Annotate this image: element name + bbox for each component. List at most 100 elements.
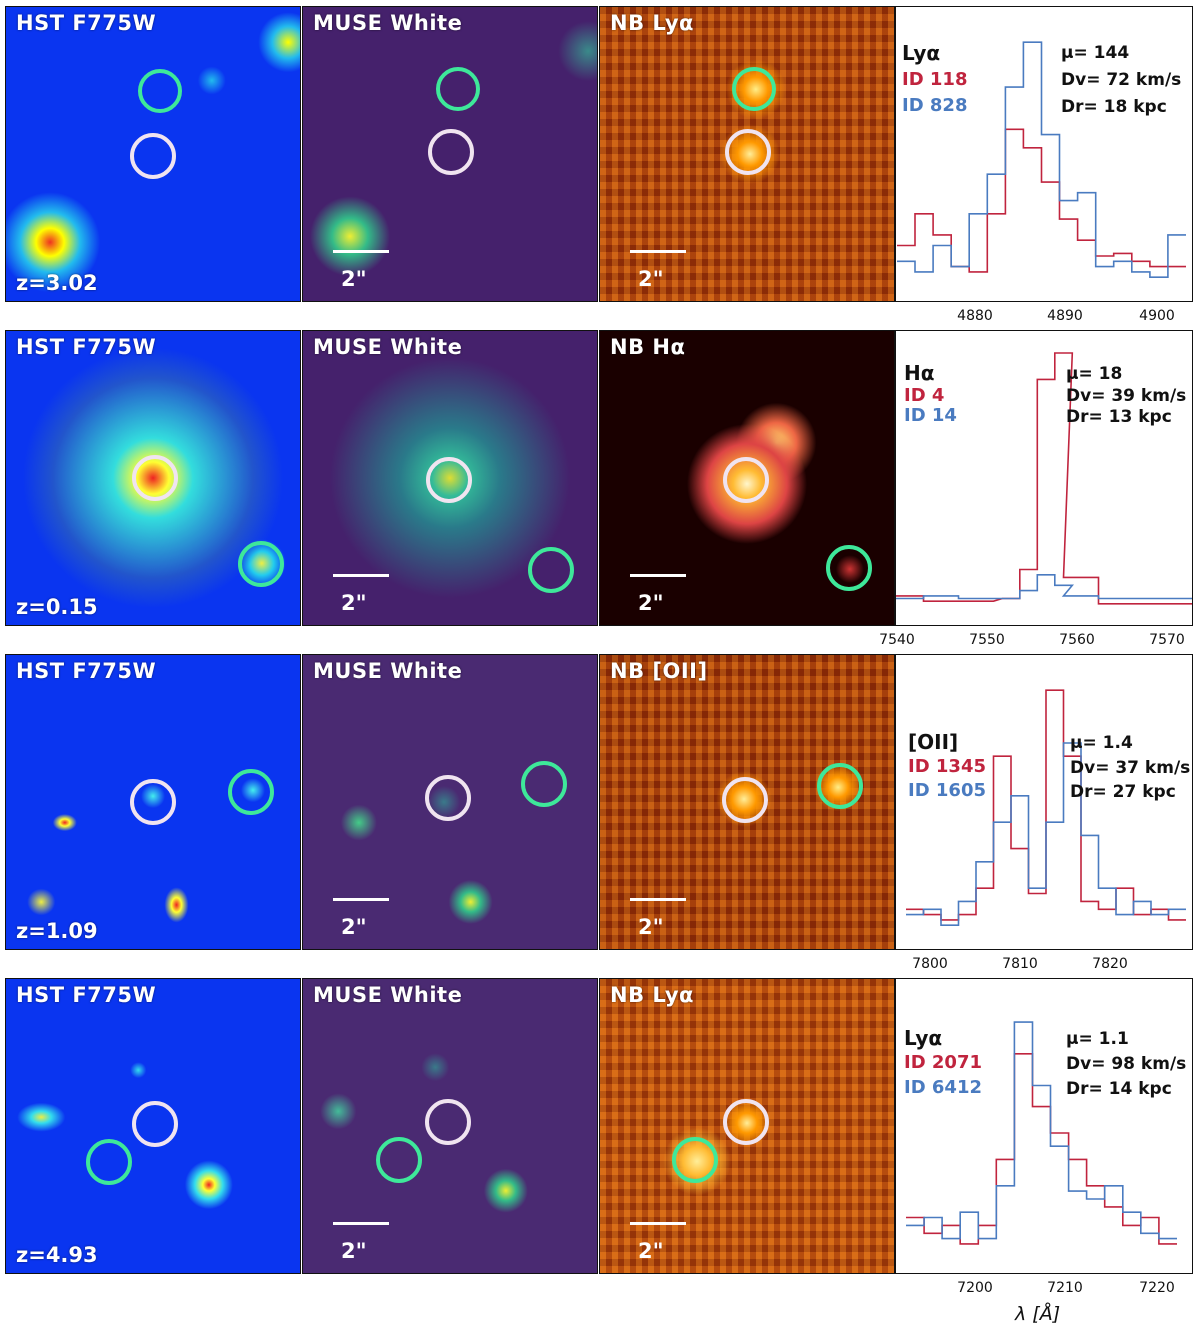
white-aperture-circle xyxy=(723,1099,769,1145)
emission-line-label: Hα xyxy=(904,361,935,385)
spectrum-series-a xyxy=(906,1053,1177,1245)
muse-label: MUSE White xyxy=(313,659,463,683)
nb-panel-1: NB Lyα 2" xyxy=(599,6,895,302)
velocity-difference-label: Dv= 39 km/s xyxy=(1066,386,1187,406)
scale-bar xyxy=(630,250,686,253)
scale-bar-label: 2" xyxy=(341,267,367,291)
hst-label: HST F775W xyxy=(16,11,157,35)
redshift-label: z=4.93 xyxy=(16,1243,98,1267)
x-tick-label: 7820 xyxy=(1092,956,1128,972)
muse-label: MUSE White xyxy=(313,11,463,35)
x-tick-label: 7550 xyxy=(969,632,1005,648)
scale-bar-label: 2" xyxy=(341,915,367,939)
distance-label: Dr= 14 kpc xyxy=(1066,1079,1172,1099)
muse-panel-3: MUSE White 2" xyxy=(302,654,598,950)
x-tick-label: 4890 xyxy=(1047,308,1083,324)
emission-line-label: [OII] xyxy=(908,730,959,754)
x-tick-label: 7210 xyxy=(1047,1280,1083,1296)
green-aperture-circle xyxy=(238,541,284,587)
x-tick-label: 7800 xyxy=(912,956,948,972)
spectrum-plot xyxy=(906,689,1186,926)
x-tick-labels: 4880 4890 4900 xyxy=(895,308,1195,332)
white-aperture-circle xyxy=(425,1099,471,1145)
emission-line-label: Lyα xyxy=(904,1026,943,1050)
emission-line-label: Lyα xyxy=(902,41,941,65)
green-aperture-circle xyxy=(826,545,872,591)
x-tick-label: 4900 xyxy=(1139,308,1175,324)
x-tick-label: 7810 xyxy=(1002,956,1038,972)
x-tick-labels: 7800 7810 7820 xyxy=(895,956,1195,980)
distance-label: Dr= 13 kpc xyxy=(1066,407,1172,427)
hst-label: HST F775W xyxy=(16,659,157,683)
distance-label: Dr= 27 kpc xyxy=(1070,782,1176,802)
nb-panel-2: NB Hα 2" xyxy=(599,330,895,626)
id-b-label: ID 828 xyxy=(902,95,968,116)
spectrum-series-a xyxy=(896,352,1192,605)
white-aperture-circle xyxy=(722,777,768,823)
distance-label: Dr= 18 kpc xyxy=(1061,97,1167,117)
id-a-label: ID 2071 xyxy=(904,1052,983,1073)
scale-bar xyxy=(630,574,686,577)
spectrum-panel-3: [OII] ID 1345 ID 1605 μ= 1.4 Dv= 37 km/s… xyxy=(895,654,1193,950)
velocity-difference-label: Dv= 98 km/s xyxy=(1066,1054,1187,1074)
spectrum-plot xyxy=(906,1021,1177,1245)
id-b-label: ID 6412 xyxy=(904,1077,983,1098)
id-b-label: ID 1605 xyxy=(908,780,987,801)
x-tick-labels: 7540 7550 7560 7570 xyxy=(879,632,1195,656)
spectrum-panel-2: Hα ID 4 ID 14 μ= 18 Dv= 39 km/s Dr= 13 k… xyxy=(895,330,1193,626)
white-aperture-circle xyxy=(725,129,771,175)
nb-label: NB Lyα xyxy=(610,11,694,35)
nb-label: NB [OII] xyxy=(610,659,708,683)
scale-bar-label: 2" xyxy=(638,1239,664,1263)
muse-panel-1: MUSE White 2" xyxy=(302,6,598,302)
spectrum-plot xyxy=(896,352,1192,605)
scale-bar xyxy=(630,898,686,901)
scale-bar-label: 2" xyxy=(638,915,664,939)
white-aperture-circle xyxy=(132,1101,178,1147)
green-aperture-circle xyxy=(817,763,863,809)
figure-row-2: HST F775W z=0.15 MUSE White 2" NB Hα 2" … xyxy=(0,330,1200,648)
magnification-label: μ= 18 xyxy=(1066,364,1123,384)
redshift-label: z=0.15 xyxy=(16,595,98,619)
muse-panel-2: MUSE White 2" xyxy=(302,330,598,626)
muse-label: MUSE White xyxy=(313,983,463,1007)
white-aperture-circle xyxy=(130,133,176,179)
id-b-label: ID 14 xyxy=(904,405,957,426)
green-aperture-circle xyxy=(228,769,274,815)
hst-label: HST F775W xyxy=(16,983,157,1007)
muse-label: MUSE White xyxy=(313,335,463,359)
white-aperture-circle xyxy=(130,779,176,825)
scale-bar xyxy=(333,1222,389,1225)
redshift-label: z=3.02 xyxy=(16,271,98,295)
nb-panel-3: NB [OII] 2" xyxy=(599,654,895,950)
x-tick-label: 7220 xyxy=(1139,1280,1175,1296)
nb-panel-4: NB Lyα 2" xyxy=(599,978,895,1274)
spectrum-series-b xyxy=(906,1021,1177,1240)
hst-panel-2: HST F775W z=0.15 xyxy=(5,330,301,626)
spectrum-series-b xyxy=(897,41,1186,278)
spectrum-panel-4: Lyα ID 2071 ID 6412 μ= 1.1 Dv= 98 km/s D… xyxy=(895,978,1193,1274)
x-tick-labels: 7200 7210 7220 xyxy=(895,1280,1195,1304)
green-aperture-circle xyxy=(528,547,574,593)
green-aperture-circle xyxy=(732,67,776,111)
x-tick-label: 7200 xyxy=(957,1280,993,1296)
figure-row-3: HST F775W z=1.09 MUSE White 2" NB [OII] … xyxy=(0,654,1200,972)
white-aperture-circle xyxy=(723,457,769,503)
nb-label: NB Lyα xyxy=(610,983,694,1007)
magnification-label: μ= 1.4 xyxy=(1070,733,1133,753)
scale-bar-label: 2" xyxy=(638,267,664,291)
scale-bar xyxy=(630,1222,686,1225)
velocity-difference-label: Dv= 37 km/s xyxy=(1070,758,1191,778)
spectrum-series-a xyxy=(897,128,1186,273)
spectrum-panel-1: Lyα ID 118 ID 828 μ= 144 Dv= 72 km/s Dr=… xyxy=(895,6,1193,302)
white-aperture-circle xyxy=(132,455,178,501)
spectrum-series-b xyxy=(896,574,1192,600)
green-aperture-circle xyxy=(138,69,182,113)
green-aperture-circle xyxy=(436,67,480,111)
figure-row-4: HST F775W z=4.93 MUSE White 2" NB Lyα 2"… xyxy=(0,978,1200,1296)
green-aperture-circle xyxy=(521,761,567,807)
spectrum-plot xyxy=(897,41,1186,278)
x-tick-label: 7560 xyxy=(1059,632,1095,648)
id-a-label: ID 1345 xyxy=(908,756,987,777)
hst-panel-3: HST F775W z=1.09 xyxy=(5,654,301,950)
